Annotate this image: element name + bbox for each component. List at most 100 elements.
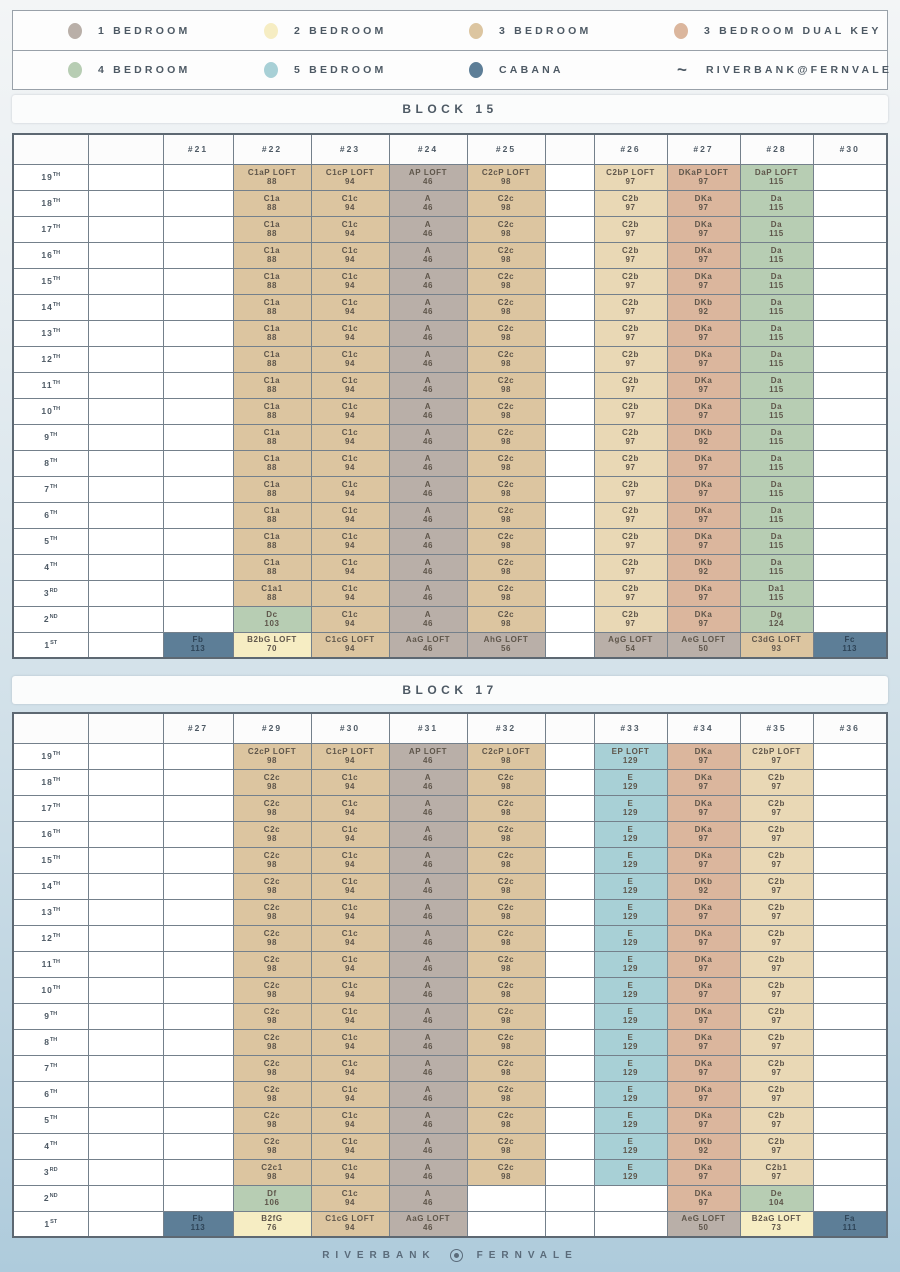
unit-cell: C2bP LOFT 97 [593,163,668,191]
unit-type: A [424,479,432,489]
empty-cell [162,1184,234,1212]
unit-type: DKa [694,1032,713,1042]
unit-area: 88 [266,358,278,368]
unit-area: 97 [771,755,782,765]
unit-type: C2c [497,1032,515,1042]
unit-cell: C1c 94 [310,1132,390,1160]
empty-cell [544,345,595,373]
unit-area: 98 [266,781,278,791]
legend-row: 4 BEDROOM 5 BEDROOM CABANA ~ RIVERBANK@FERNV… [13,50,889,89]
unit-type: C2cP LOFT [481,167,531,177]
floor-label: 15TH [12,267,89,295]
unit-cell: C1cP LOFT 94 [310,163,390,191]
stack-header-row: #21 #22 #23 #24 #25 #26 #27 #28 #30 [12,133,888,165]
floor-row: 4TH C1a 88 C1c 94 A 46 C2c 98 C2b 97 DKb 92 Da 115 [12,553,888,581]
unit-cell: Da 115 [739,241,814,269]
unit-area: 88 [266,592,278,602]
unit-type: C1a [263,349,281,359]
unit-cell: C2b 97 [739,1028,814,1056]
unit-type: C2c [497,609,515,619]
unit-cell: DKa 97 [666,976,741,1004]
unit-type: DKa [694,798,713,808]
unit-area: 98 [500,911,512,921]
empty-cell [544,293,595,321]
unit-cell: C2b 97 [739,976,814,1004]
floor-number: 6 [44,510,50,520]
unit-cell: A 46 [388,794,468,822]
unit-type: C2c [263,824,281,834]
unit-area: 94 [344,306,356,316]
unit-cell: DKa 97 [666,898,741,926]
unit-cell: C2c 98 [466,820,546,848]
unit-area: 94 [344,807,356,817]
unit-type: Da [770,349,783,359]
unit-cell: Da 115 [739,501,814,529]
unit-type: C2c [497,401,515,411]
unit-area: 46 [422,1171,434,1181]
stack-header: #27 [162,712,234,744]
empty-cell [162,1158,234,1186]
unit-cell: DKa 97 [666,1002,741,1030]
unit-type: C2b [768,1136,785,1146]
unit-type: DKa [694,271,713,281]
unit-type: C1c [341,193,359,203]
unit-area: 98 [500,228,512,238]
floor-suffix: TH [52,933,61,940]
unit-area: 98 [500,176,512,186]
unit-type: A [424,902,432,912]
unit-cell: C1a 88 [232,423,312,451]
unit-area: 88 [266,514,278,524]
unit-cell: C1c 94 [310,319,390,347]
unit-area: 97 [698,358,709,368]
empty-cell [87,579,164,607]
unit-area: 97 [698,755,709,765]
footer-brand: RIVERBANK FERNVALE [0,1249,900,1262]
floor-number: 15 [41,855,53,865]
unit-area: 97 [625,618,636,628]
unit-cell: A 46 [388,768,468,796]
empty-cell [544,215,595,243]
unit-type: A [424,531,432,541]
floor-suffix: TH [49,432,58,439]
unit-area: 98 [500,488,512,498]
unit-type: C1a [263,297,281,307]
unit-cell: Da 115 [739,527,814,555]
unit-type: C2cP LOFT [247,746,297,756]
floor-row: 5TH C2c 98 C1c 94 A 46 C2c 98 E 129 DKa 97 C2b 97 [12,1106,888,1134]
unit-cell: C2c 98 [232,820,312,848]
unit-cell: C1c 94 [310,1054,390,1082]
unit-cell: C2c 98 [466,1132,546,1160]
unit-area: 97 [698,280,709,290]
unit-type: C1a [263,531,281,541]
unit-area: 97 [771,781,782,791]
unit-cell: C2c 98 [232,872,312,900]
legend-item: ~ RIVERBANK@FERNVALE [674,60,892,80]
unit-cell: C2c 98 [466,1158,546,1186]
unit-area: 129 [622,937,639,947]
unit-area: 54 [625,644,636,654]
empty-cell [87,924,164,952]
empty-cell [812,319,888,347]
unit-type: A [424,219,432,229]
floor-row: 10TH C2c 98 C1c 94 A 46 C2c 98 E 129 DKa 97 C2b 97 [12,976,888,1004]
unit-cell: A 46 [388,846,468,874]
unit-cell: A 46 [388,1132,468,1160]
unit-cell: Da 115 [739,397,814,425]
unit-type: A [424,1006,432,1016]
legend-label: 3 BEDROOM DUAL KEY [704,24,882,37]
unit-type: C3dG LOFT [751,635,802,645]
unit-type: C2c [263,876,281,886]
unit-cell: C1c 94 [310,1080,390,1108]
unit-cell: Da 115 [739,215,814,243]
empty-cell [812,898,888,926]
unit-cell: C2b 97 [739,768,814,796]
unit-area: 98 [500,592,512,602]
unit-cell: E 129 [593,950,668,978]
unit-area: 129 [622,911,639,921]
empty-cell [544,950,595,978]
unit-type: DKa [694,1006,713,1016]
empty-cell [162,371,234,399]
unit-cell: De 104 [739,1184,814,1212]
unit-area: 97 [698,202,709,212]
floor-number: 8 [44,458,50,468]
